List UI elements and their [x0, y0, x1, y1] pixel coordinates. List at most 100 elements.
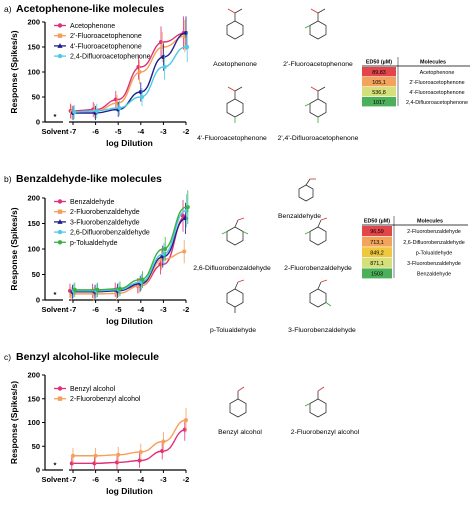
table-header: ED50 (µM)	[366, 60, 392, 66]
panel-c: c) Benzyl alcohol-like molecule 0 50 100 15…	[4, 351, 360, 496]
table-cell-molecule: Benzaldehyde	[417, 272, 451, 278]
data-point	[138, 449, 143, 454]
x-tick-label: -2	[183, 305, 190, 314]
molecule-label: Benzyl alcohol	[218, 429, 262, 436]
panel-b-title: Benzaldehyde-like molecules	[16, 173, 162, 185]
table-header: Molecules	[417, 219, 443, 225]
panel-c-letter: c)	[4, 352, 11, 362]
x-tick-label: -3	[160, 127, 167, 136]
series-line-1	[72, 419, 187, 457]
solvent-tick-label: Solvent	[41, 305, 69, 314]
chart-c: 0 50 100 150 200 -7 -6 -5 -4 -3 -2 Solvent * log Dilu…	[9, 371, 189, 497]
molecule-benzaldehyde	[298, 178, 316, 202]
table-cell-bg	[362, 87, 396, 97]
legend-marker	[57, 240, 63, 245]
y-axis-title: Response (Spikes/s)	[9, 30, 19, 113]
legend-marker	[57, 23, 63, 28]
data-point	[118, 286, 122, 291]
data-point	[95, 287, 100, 292]
molecule-label: 2'-Fluoroacetophenone	[283, 61, 353, 68]
legend-label: 4'-Fluoroacetophenone	[70, 43, 142, 50]
legend-marker	[57, 396, 63, 401]
solvent-tick-label: Solvent	[41, 127, 69, 136]
y-tick-label: 50	[32, 442, 40, 451]
legend-marker	[57, 209, 63, 214]
table-header: ED50 (µM)	[364, 219, 390, 225]
series-line-4	[73, 206, 187, 291]
ed50-table-a: ED50 (µM) Molecules 89,83 Acetophenone 105,1…	[362, 57, 470, 107]
table-cell-bg	[362, 97, 396, 107]
table-cell-bg	[362, 236, 392, 247]
legend-marker	[57, 199, 63, 204]
molecule-2-4-difluoroacetophenone	[304, 86, 327, 123]
molecule-label: 2-Fluorobenzyl alcohol	[291, 429, 360, 436]
x-tick-label: -5	[115, 127, 122, 136]
data-point	[163, 247, 168, 251]
molecule-benzyl-alcohol	[229, 386, 247, 418]
molecule-label: 3-Fluorobenzaldehyde	[288, 327, 356, 334]
table-cell-molecule: 2,4-Difluoroacetophenone	[406, 100, 468, 106]
ed50-table-b: ED50 (µM) Molecules 96,59 2-Fluorobenzaldeh…	[362, 216, 468, 279]
x-tick-label: -6	[92, 305, 99, 314]
molecule-label: 4'-Fluoroacetophenone	[197, 135, 267, 142]
molecule-4-fluoroacetophenone	[226, 86, 244, 123]
data-point	[185, 45, 190, 49]
data-point	[137, 70, 142, 74]
chart-a: 0 50 100 150 200 -7 -6 -5 -4 -3 -2 Solvent * log Dilu…	[9, 16, 189, 148]
solvent-marker: *	[54, 290, 57, 299]
x-tick-label: -2	[183, 127, 190, 136]
legend-label: 2-Fluorobenzyl alcohol	[70, 396, 141, 403]
table-cell-ed50: 1017	[373, 100, 385, 106]
panel-b-letter: b)	[4, 174, 12, 184]
data-point	[72, 287, 77, 292]
table-cell-bg	[362, 77, 396, 87]
table-cell-bg	[362, 67, 396, 77]
molecule-label: Benzaldehyde	[278, 213, 321, 220]
molecule-p-tolualdehyde	[226, 279, 245, 313]
table-cell-ed50: 96,59	[370, 229, 384, 235]
y-axis-title: Response (Spikes/s)	[9, 381, 19, 464]
molecule-label: Acetophenone	[213, 61, 257, 68]
molecule-2-fluorobenzyl-alcohol	[304, 386, 327, 418]
molecule-2-6-difluorobenzaldehyde	[221, 217, 249, 246]
table-cell-molecule: Acetophenone	[420, 70, 455, 76]
legend-label: 2'-Fluoroacetophenone	[70, 33, 142, 40]
data-point	[185, 205, 190, 210]
y-tick-label: 50	[32, 270, 40, 279]
legend-marker	[57, 33, 63, 38]
y-tick-label: 50	[32, 93, 40, 102]
panel-b: b) Benzaldehyde-like molecules 0 50 100 150…	[4, 173, 468, 334]
solvent-tick-label: Solvent	[41, 475, 69, 484]
panel-c-title: Benzyl alcohol-like molecule	[16, 351, 159, 363]
legend-label: 3-Fluorobenzaldehyde	[70, 219, 140, 226]
panel-a-letter: a)	[4, 4, 12, 14]
data-point	[117, 106, 122, 110]
y-axis-title: Response (Spikes/s)	[9, 207, 19, 290]
series-line-0	[73, 428, 187, 465]
y-tick-label: 150	[27, 43, 40, 52]
legend-label: 2-Fluorobenzaldehyde	[70, 209, 140, 216]
table-cell-ed50: 849,2	[370, 250, 384, 256]
legend-marker	[57, 229, 63, 235]
x-tick-label: -7	[70, 305, 77, 314]
molecule-label: 2,6-Difluorobenzaldehyde	[193, 265, 271, 272]
legend-label: 2,6-Difluorobenzaldehyde	[70, 230, 150, 237]
y-tick-label: 0	[36, 296, 40, 305]
table-cell-ed50: 1503	[371, 272, 383, 278]
chart-b: 0 50 100 150 200 -7 -6 -5 -4 -3 -2 Solvent * log Dilu…	[9, 190, 190, 326]
table-cell-ed50: 105,1	[372, 80, 386, 86]
data-point	[94, 109, 99, 113]
series-line-2	[73, 32, 187, 114]
y-tick-label: 150	[27, 394, 40, 403]
table-cell-molecule: 2,6-Difluorobenzaldehyde	[403, 240, 464, 246]
y-tick-label: 100	[27, 418, 40, 427]
legend-marker	[57, 53, 63, 59]
molecule-2-fluorobenzaldehyde	[304, 217, 328, 246]
table-cell-ed50: 871,1	[370, 261, 384, 267]
x-tick-label: -7	[70, 475, 77, 484]
x-tick-label: -5	[115, 475, 122, 484]
y-tick-label: 100	[27, 245, 40, 254]
y-tick-label: 150	[27, 219, 40, 228]
data-point	[181, 213, 185, 218]
